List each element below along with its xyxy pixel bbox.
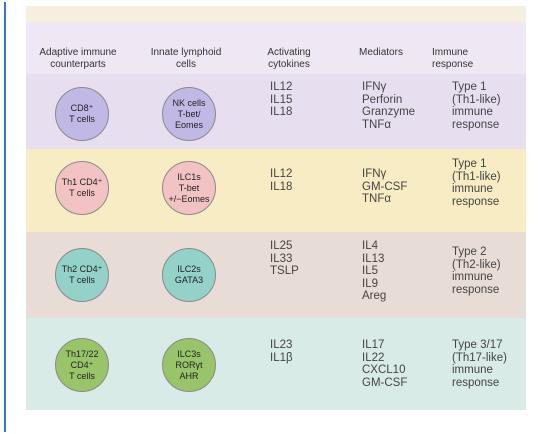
header-innate: Innate lymphoid cells [150, 47, 222, 70]
row-th1-ilc1: Th1 CD4⁺ T cells ILC1s T-bet +/−Eomes IL… [26, 149, 526, 232]
nk-cell: NK cells T-bet/ Eomes [162, 87, 216, 141]
row3-response: Type 2 (Th2-like) immune response [452, 246, 501, 296]
row1-cytokines: IL12 IL15 IL18 [270, 81, 293, 118]
row4-mediators: IL17 IL22 CXCL10 GM-CSF [362, 339, 408, 389]
th2-cd4-t-cell-label: Th2 CD4⁺ T cells [61, 264, 103, 285]
cd8-t-cell: CD8⁺ T cells [55, 87, 109, 141]
header-adaptive: Adaptive immune counterparts [39, 47, 117, 70]
header-mediators: Mediators [359, 47, 403, 58]
row3-cytokines: IL25 IL33 TSLP [270, 240, 299, 277]
row1-mediators: IFNγ Perforin Granzyme TNFα [362, 81, 416, 131]
left-accent-rule [4, 2, 6, 432]
row2-response: Type 1 (Th1-like) immune response [452, 158, 501, 208]
row4-cytokines: IL23 IL1β [270, 339, 293, 364]
ilc3-cell-label: ILC3s RORγt AHR [175, 348, 203, 381]
ilc1-cell-label: ILC1s T-bet +/−Eomes [168, 171, 210, 204]
row2-cytokines: IL12 IL18 [270, 168, 293, 193]
th2-cd4-t-cell: Th2 CD4⁺ T cells [55, 248, 109, 302]
th17-cd4-t-cell-label: Th17/22 CD4⁺ T cells [65, 348, 99, 381]
th17-cd4-t-cell: Th17/22 CD4⁺ T cells [55, 338, 109, 392]
table-header: Adaptive immune counterparts Innate lymp… [26, 22, 526, 74]
ilc-comparison-table: Adaptive immune counterparts Innate lymp… [26, 6, 526, 410]
cd8-t-cell-label: CD8⁺ T cells [69, 103, 95, 124]
ilc2-cell-label: ILC2s GATA3 [174, 264, 204, 285]
ilc1-cell: ILC1s T-bet +/−Eomes [162, 161, 216, 215]
row3-mediators: IL4 IL13 IL5 IL9 Areg [362, 240, 387, 302]
ilc2-cell: ILC2s GATA3 [162, 248, 216, 302]
nk-cell-label: NK cells T-bet/ Eomes [172, 97, 206, 130]
row1-response: Type 1 (Th1-like) immune response [452, 81, 501, 131]
th1-cd4-t-cell: Th1 CD4⁺ T cells [55, 161, 109, 215]
row2-mediators: IFNγ GM-CSF TNFα [362, 168, 408, 205]
th1-cd4-t-cell-label: Th1 CD4⁺ T cells [61, 177, 103, 198]
row-cd8-nk: CD8⁺ T cells NK cells T-bet/ Eomes IL12 … [26, 74, 526, 149]
header-response: Immune response [432, 47, 474, 70]
header-cytokines: Activating cytokines [267, 47, 311, 70]
row4-response: Type 3/17 (Th17-like) immune response [452, 339, 507, 389]
row-th17-ilc3: Th17/22 CD4⁺ T cells ILC3s RORγt AHR IL2… [26, 318, 526, 410]
row-th2-ilc2: Th2 CD4⁺ T cells ILC2s GATA3 IL25 IL33 T… [26, 232, 526, 318]
ilc3-cell: ILC3s RORγt AHR [162, 338, 216, 392]
top-strip [26, 6, 526, 22]
